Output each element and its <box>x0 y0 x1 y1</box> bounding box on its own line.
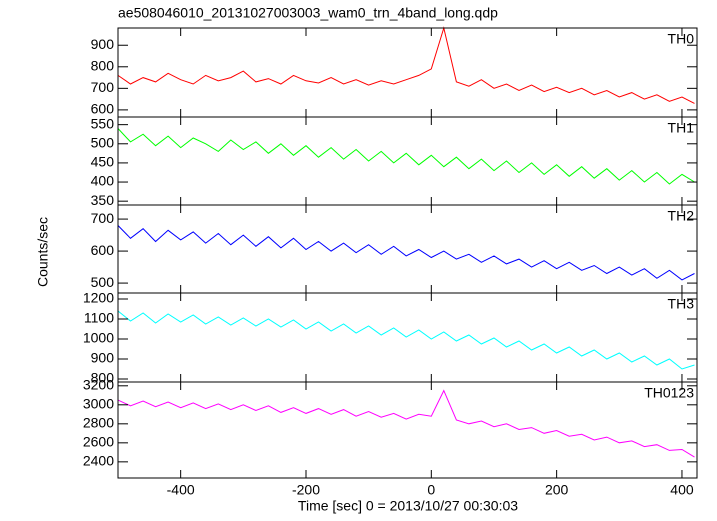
y-tick-label: 500 <box>91 274 115 290</box>
x-axis-label: Time [sec] 0 = 2013/10/27 00:30:03 <box>298 498 518 514</box>
y-tick-label: 2400 <box>83 453 114 469</box>
y-tick-label: 600 <box>91 101 115 117</box>
x-tick-label: 400 <box>670 482 694 498</box>
y-tick-label: 600 <box>91 242 115 258</box>
y-tick-label: 800 <box>91 57 115 73</box>
series-label: TH2 <box>668 208 695 224</box>
series-label: TH0123 <box>644 385 694 401</box>
y-tick-label: 350 <box>91 192 115 208</box>
chart-title: ae508046010_20131027003003_wam0_trn_4ban… <box>118 5 498 21</box>
series-label: TH1 <box>668 120 695 136</box>
y-axis-label: Counts/sec <box>35 217 51 287</box>
series-line <box>117 26 695 104</box>
y-tick-label: 2800 <box>83 415 114 431</box>
y-tick-label: 550 <box>91 115 115 131</box>
panel-frame <box>117 204 698 294</box>
panel-frame <box>117 27 698 118</box>
series-line <box>117 225 695 281</box>
y-tick-label: 900 <box>91 350 115 366</box>
y-tick-label: 2600 <box>83 434 114 450</box>
x-tick-label: 200 <box>545 482 569 498</box>
y-tick-label: 700 <box>91 79 115 95</box>
y-tick-label: 800 <box>91 370 115 386</box>
x-tick-label: -400 <box>167 482 195 498</box>
y-tick-label: 1200 <box>83 290 114 306</box>
series-line <box>117 389 695 458</box>
y-tick-label: 1100 <box>84 310 114 326</box>
series-label: TH0 <box>668 31 695 47</box>
panel-frame <box>117 381 698 479</box>
y-tick-label: 500 <box>91 134 115 150</box>
y-tick-label: 450 <box>91 154 115 170</box>
y-tick-label: 900 <box>91 36 115 52</box>
panel-frame <box>117 116 698 206</box>
y-tick-label: 3000 <box>83 396 114 412</box>
y-tick-label: 400 <box>91 173 115 189</box>
series-line <box>117 310 695 370</box>
y-tick-label: 1000 <box>83 330 114 346</box>
series-line <box>117 128 695 185</box>
panel-frame <box>117 292 698 383</box>
series-label: TH3 <box>668 296 695 312</box>
x-tick-label: -200 <box>292 482 320 498</box>
y-tick-label: 3200 <box>83 377 114 393</box>
y-tick-label: 700 <box>91 210 115 226</box>
x-tick-label: 0 <box>427 482 435 498</box>
